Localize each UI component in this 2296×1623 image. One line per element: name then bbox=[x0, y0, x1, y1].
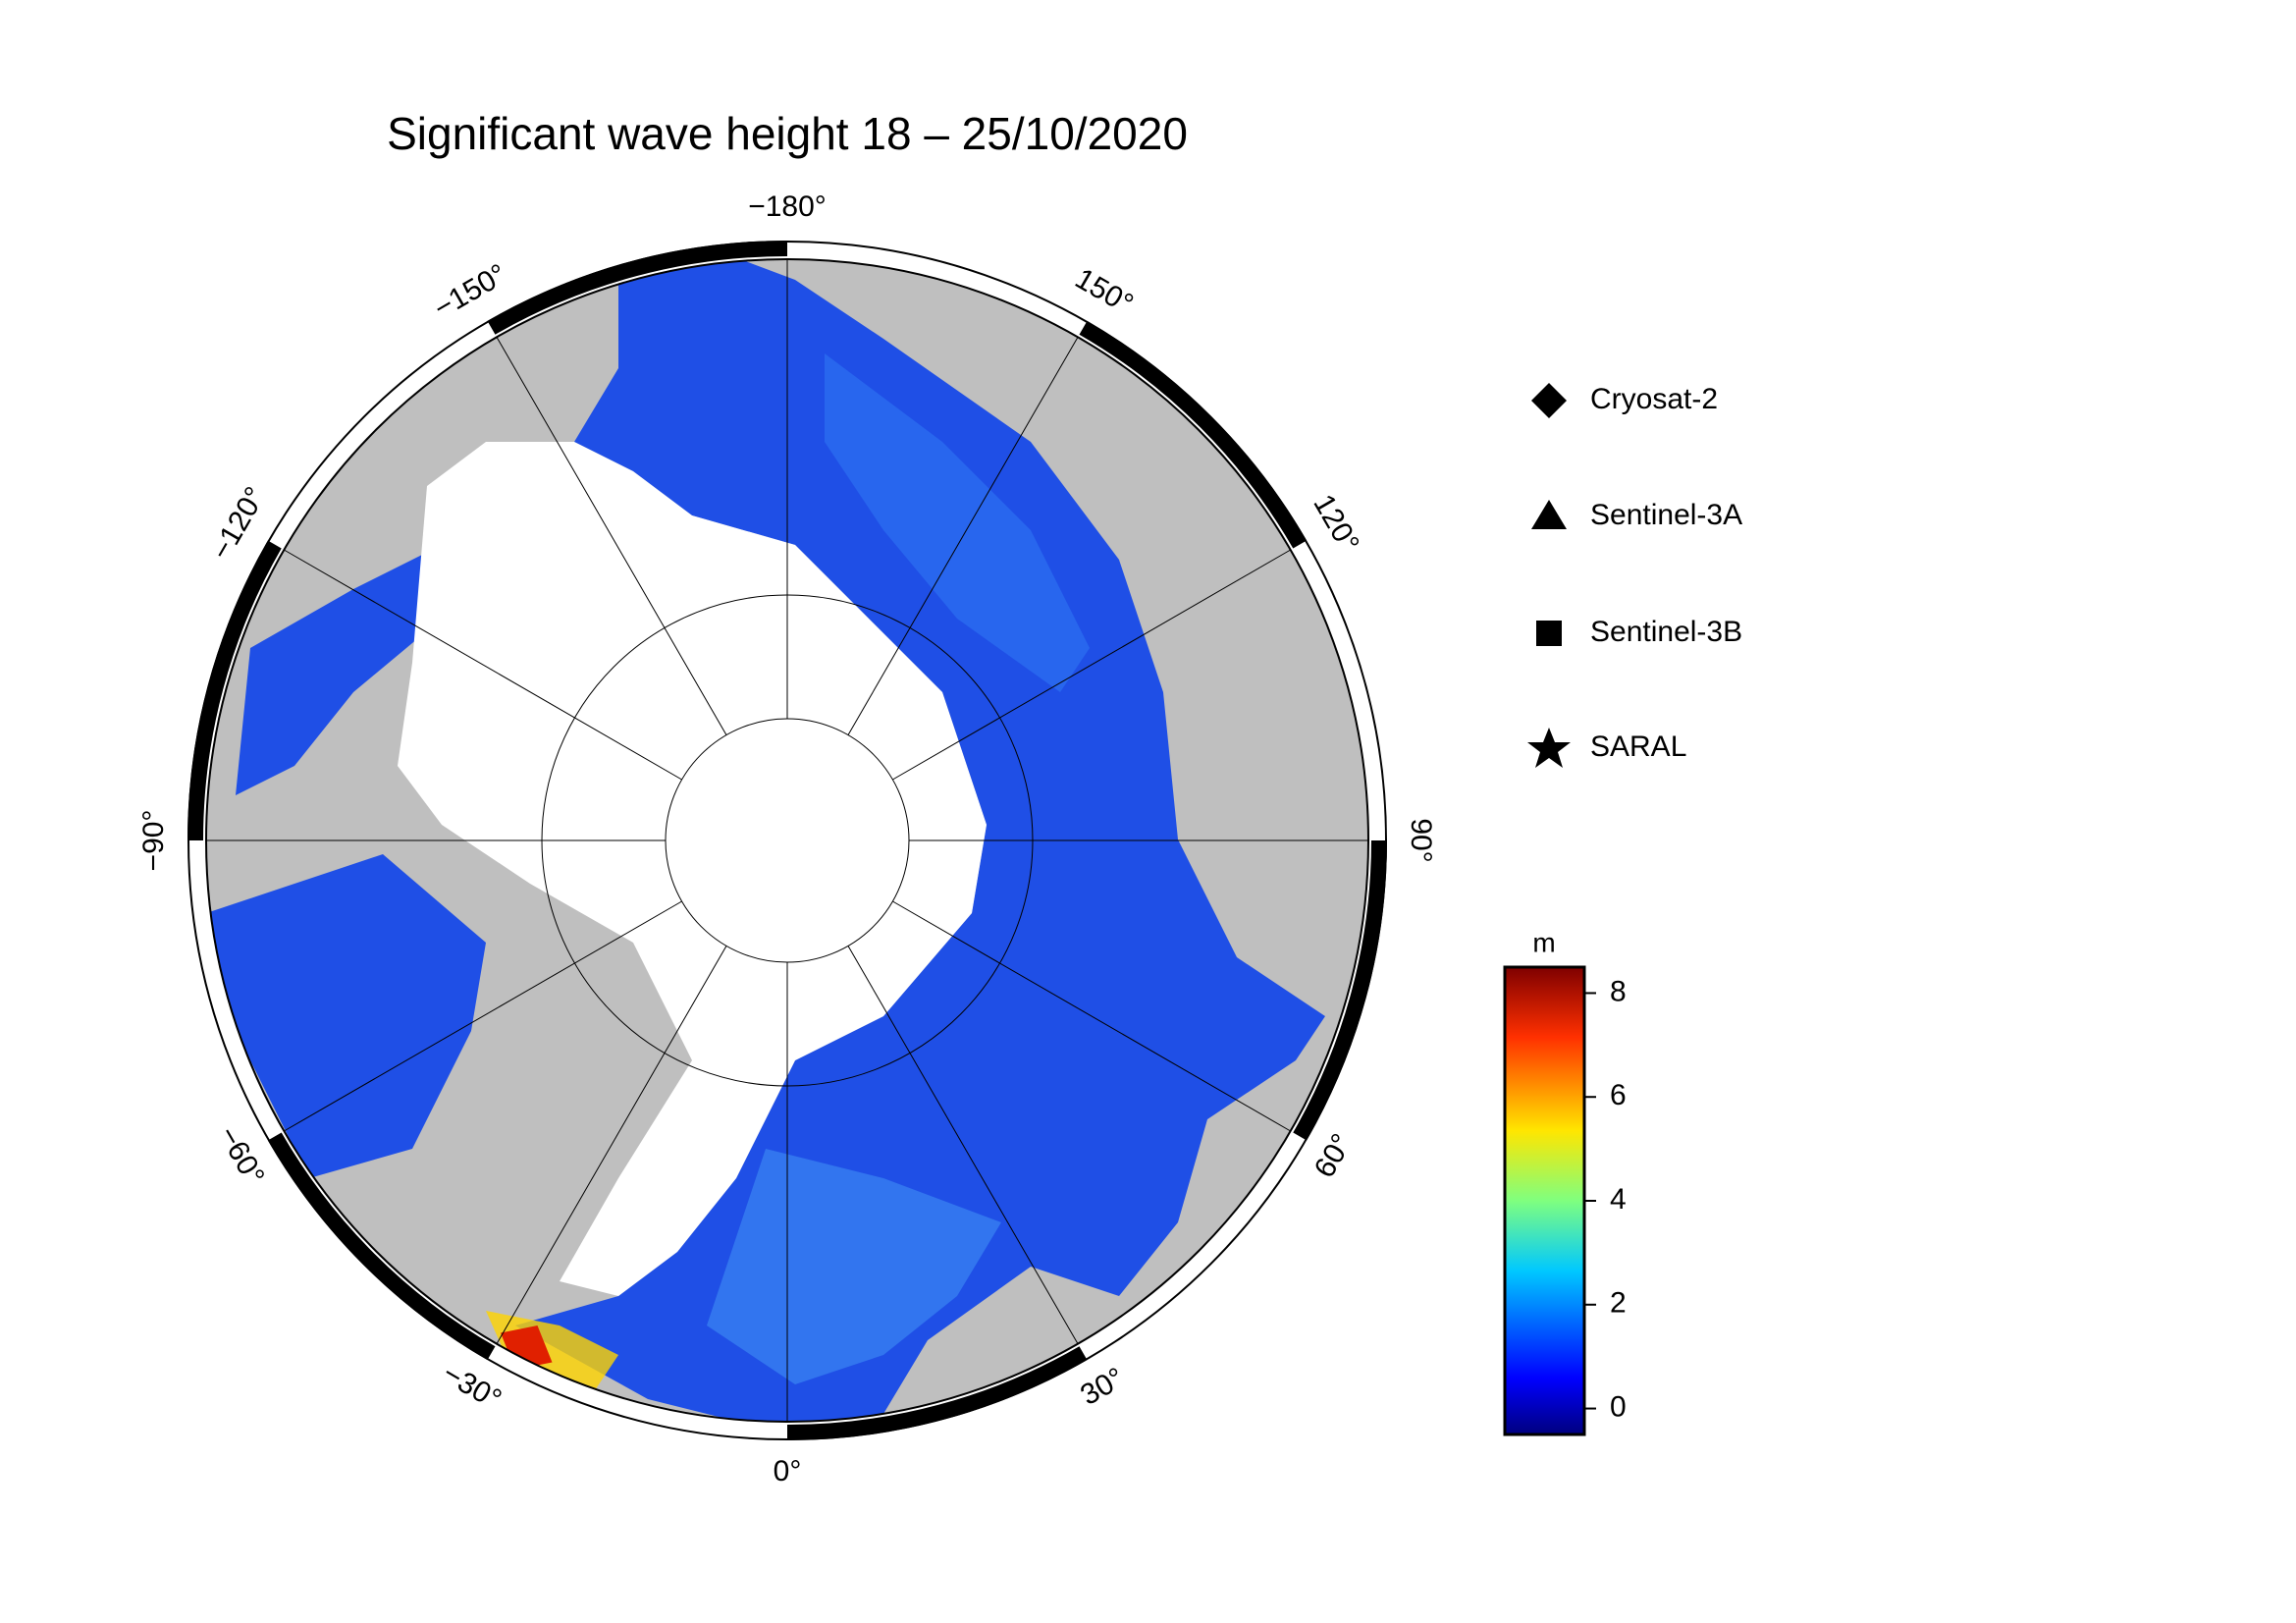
meridian bbox=[892, 900, 1291, 1132]
longitude-label: 30° bbox=[1075, 1362, 1130, 1412]
meridian bbox=[847, 946, 1079, 1344]
ocean-swaths bbox=[825, 353, 1090, 692]
map-area bbox=[206, 259, 1368, 1422]
legend: Cryosat-2 Sentinel-3A Sentinel-3B SARAL bbox=[1527, 383, 1742, 768]
colorbar-tick-label: 4 bbox=[1610, 1183, 1627, 1216]
longitude-label: 150° bbox=[1070, 262, 1139, 321]
frame-segment bbox=[1079, 320, 1308, 549]
legend-square bbox=[1536, 621, 1562, 646]
sea-ice bbox=[398, 442, 987, 1296]
meridian bbox=[284, 900, 682, 1132]
ocean-data bbox=[206, 259, 1325, 1422]
ocean-swaths bbox=[515, 259, 1325, 1422]
longitude-label: −180° bbox=[748, 190, 827, 223]
ocean-swaths bbox=[707, 1149, 1001, 1384]
legend-triangle bbox=[1531, 500, 1567, 529]
colorbar-tick-label: 8 bbox=[1610, 975, 1627, 1007]
meridian bbox=[892, 549, 1291, 781]
longitude-label: 90° bbox=[1405, 818, 1437, 862]
frame-segment bbox=[267, 1132, 496, 1361]
frame-segment bbox=[1293, 839, 1387, 1141]
legend-star bbox=[1527, 728, 1571, 768]
meridian bbox=[284, 549, 682, 781]
longitude-label: −90° bbox=[137, 810, 170, 872]
colorbar-tick-label: 0 bbox=[1610, 1390, 1627, 1423]
colorbar-label: m bbox=[1532, 927, 1555, 957]
legend-label: SARAL bbox=[1590, 730, 1686, 763]
longitude-label: 60° bbox=[1308, 1128, 1359, 1183]
frame-segment bbox=[187, 540, 282, 841]
legend-label: Sentinel-3B bbox=[1590, 616, 1742, 648]
legend-label: Sentinel-3A bbox=[1590, 499, 1742, 531]
longitude-label: 120° bbox=[1307, 489, 1365, 558]
meridian bbox=[496, 337, 727, 735]
longitude-label: −30° bbox=[437, 1357, 507, 1416]
longitude-label: −60° bbox=[212, 1121, 271, 1191]
colorbar-tick-label: 2 bbox=[1610, 1287, 1627, 1320]
colorbar-tick-label: 6 bbox=[1610, 1079, 1627, 1111]
legend-label: Cryosat-2 bbox=[1590, 383, 1718, 415]
title: Significant wave height 18 – 25/10/2020 bbox=[387, 108, 1188, 159]
map-frame: 0°30°60°90°120°150°−180°−150°−120°−90°−6… bbox=[137, 190, 1437, 1488]
frame-segment bbox=[786, 1346, 1088, 1440]
longitude-label: 0° bbox=[774, 1455, 802, 1488]
colorbar bbox=[1503, 965, 1586, 1436]
legend-diamond bbox=[1531, 383, 1567, 418]
ocean-swaths bbox=[206, 854, 486, 1178]
meridian bbox=[847, 337, 1079, 735]
ocean-swaths bbox=[236, 545, 442, 795]
meridian bbox=[496, 946, 727, 1344]
frame-segment bbox=[487, 241, 788, 335]
